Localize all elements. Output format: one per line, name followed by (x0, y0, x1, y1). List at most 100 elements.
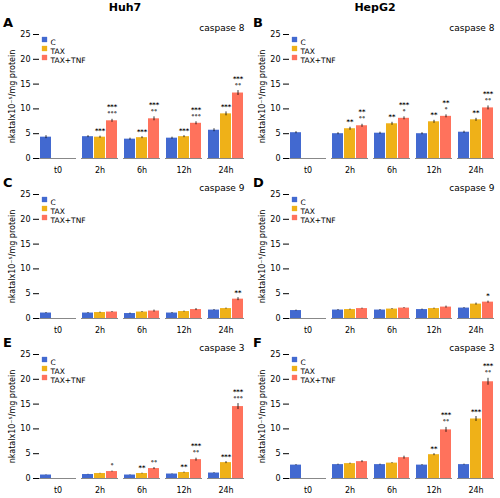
svg-text:nkatalx10⁻⁵/mg protein: nkatalx10⁻⁵/mg protein (258, 210, 267, 304)
svg-text:**: ** (431, 111, 438, 119)
svg-text:2h: 2h (345, 166, 355, 175)
svg-text:5: 5 (275, 129, 280, 138)
svg-text:6h: 6h (387, 326, 397, 335)
svg-text:°°: °° (443, 418, 450, 426)
svg-text:TAX: TAX (300, 207, 315, 216)
svg-text:°°°: °°° (191, 113, 201, 121)
svg-text:TAX+TNF: TAX+TNF (50, 216, 86, 225)
svg-text:***: *** (221, 453, 232, 461)
svg-text:5: 5 (275, 289, 280, 298)
svg-text:15: 15 (20, 80, 30, 89)
svg-text:0: 0 (25, 314, 30, 323)
svg-text:12h: 12h (426, 326, 441, 335)
svg-text:°°: °° (235, 82, 242, 90)
svg-text:10: 10 (20, 104, 30, 113)
svg-text:caspase 3: caspase 3 (199, 343, 244, 353)
svg-text:6h: 6h (137, 166, 147, 175)
svg-text:12h: 12h (176, 166, 191, 175)
svg-text:25: 25 (270, 30, 280, 39)
svg-text:t0: t0 (54, 486, 62, 495)
svg-text:TAX: TAX (300, 367, 315, 376)
svg-text:°°: °° (485, 97, 492, 105)
svg-text:2h: 2h (95, 486, 105, 495)
svg-text:**: ** (389, 113, 396, 121)
svg-text:6h: 6h (137, 486, 147, 495)
svg-text:***: *** (233, 75, 244, 83)
svg-text:***: *** (399, 101, 410, 109)
svg-text:°°: °° (151, 459, 158, 467)
svg-text:**: ** (181, 463, 188, 471)
svg-text:TAX: TAX (50, 47, 65, 56)
svg-text:caspase 8: caspase 8 (449, 23, 494, 33)
svg-text:10: 10 (20, 424, 30, 433)
svg-text:0: 0 (25, 154, 30, 163)
svg-text:TAX+TNF: TAX+TNF (300, 216, 336, 225)
svg-text:25: 25 (20, 350, 30, 359)
svg-text:5: 5 (25, 129, 30, 138)
svg-text:caspase 3: caspase 3 (449, 343, 494, 353)
svg-text:20: 20 (20, 375, 30, 384)
svg-text:C: C (301, 38, 306, 47)
svg-text:25: 25 (270, 190, 280, 199)
svg-text:***: *** (191, 442, 202, 450)
svg-text:nkatalx10⁻⁵/mg protein: nkatalx10⁻⁵/mg protein (8, 370, 17, 464)
svg-text:**: ** (431, 445, 438, 453)
svg-text:TAX: TAX (50, 207, 65, 216)
svg-text:0: 0 (275, 314, 280, 323)
svg-text:TAX+TNF: TAX+TNF (300, 376, 336, 385)
svg-text:***: *** (441, 411, 452, 419)
svg-text:6h: 6h (387, 486, 397, 495)
svg-text:2h: 2h (95, 166, 105, 175)
svg-text:**: ** (473, 109, 480, 117)
svg-text:C: C (301, 358, 306, 367)
svg-text:12h: 12h (426, 486, 441, 495)
svg-text:TAX: TAX (300, 47, 315, 56)
svg-text:C: C (51, 198, 56, 207)
svg-text:***: *** (149, 101, 160, 109)
svg-text:20: 20 (20, 55, 30, 64)
svg-text:10: 10 (270, 104, 280, 113)
svg-text:0: 0 (25, 474, 30, 483)
svg-text:***: *** (137, 128, 148, 136)
svg-text:0: 0 (275, 474, 280, 483)
svg-text:°: ° (110, 462, 113, 470)
svg-text:5: 5 (25, 289, 30, 298)
svg-text:t0: t0 (54, 326, 62, 335)
svg-text:***: *** (483, 90, 494, 98)
svg-text:15: 15 (270, 80, 280, 89)
svg-text:°°°: °°° (233, 395, 243, 403)
svg-text:nkatalx10⁻⁵/mg protein: nkatalx10⁻⁵/mg protein (8, 50, 17, 144)
svg-text:°°: °° (359, 115, 366, 123)
svg-text:°: ° (444, 106, 447, 114)
svg-text:2h: 2h (95, 326, 105, 335)
svg-text:°°: °° (151, 108, 158, 116)
svg-text:TAX+TNF: TAX+TNF (50, 56, 86, 65)
svg-text:24h: 24h (218, 166, 233, 175)
svg-text:0: 0 (275, 154, 280, 163)
svg-text:C: C (301, 198, 306, 207)
svg-text:24h: 24h (468, 486, 483, 495)
svg-text:caspase 8: caspase 8 (199, 23, 244, 33)
svg-text:caspase 9: caspase 9 (199, 183, 244, 193)
svg-text:6h: 6h (387, 166, 397, 175)
svg-text:20: 20 (20, 215, 30, 224)
svg-text:12h: 12h (176, 486, 191, 495)
svg-text:***: *** (471, 408, 482, 416)
svg-text:***: *** (107, 103, 118, 111)
svg-text:*: * (486, 292, 490, 300)
svg-text:TAX: TAX (50, 367, 65, 376)
svg-text:12h: 12h (176, 326, 191, 335)
svg-text:***: *** (483, 362, 494, 370)
svg-text:nkatalx10⁻⁵/mg protein: nkatalx10⁻⁵/mg protein (258, 50, 267, 144)
svg-text:**: ** (139, 464, 146, 472)
svg-text:10: 10 (270, 264, 280, 273)
svg-text:t0: t0 (304, 486, 312, 495)
svg-text:caspase 9: caspase 9 (449, 183, 494, 193)
svg-text:°°: °° (485, 369, 492, 377)
svg-text:20: 20 (270, 215, 280, 224)
svg-text:24h: 24h (218, 326, 233, 335)
svg-text:5: 5 (25, 449, 30, 458)
svg-text:nkatalx10⁻⁵/mg protein: nkatalx10⁻⁵/mg protein (258, 370, 267, 464)
svg-text:15: 15 (270, 400, 280, 409)
svg-text:10: 10 (270, 424, 280, 433)
